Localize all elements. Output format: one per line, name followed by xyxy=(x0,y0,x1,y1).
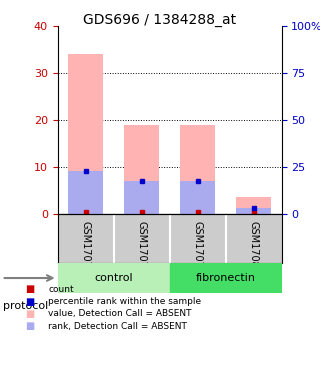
Text: percentile rank within the sample: percentile rank within the sample xyxy=(48,297,201,306)
Bar xyxy=(68,171,103,213)
Bar xyxy=(68,54,103,213)
Bar xyxy=(180,124,215,213)
Text: GSM17080: GSM17080 xyxy=(249,221,259,274)
Text: ■: ■ xyxy=(26,309,35,319)
Text: GSM17078: GSM17078 xyxy=(137,221,147,274)
Bar xyxy=(58,264,170,292)
Text: GSM17079: GSM17079 xyxy=(193,221,203,274)
Text: ■: ■ xyxy=(26,284,35,294)
Text: GSM17077: GSM17077 xyxy=(81,221,91,274)
Bar xyxy=(170,264,282,292)
Text: fibronectin: fibronectin xyxy=(196,273,256,283)
Text: ■: ■ xyxy=(26,297,35,306)
Bar xyxy=(180,181,215,213)
Text: rank, Detection Call = ABSENT: rank, Detection Call = ABSENT xyxy=(48,322,187,331)
Bar xyxy=(124,181,159,213)
Bar xyxy=(236,208,271,213)
Text: count: count xyxy=(48,285,74,294)
Text: protocol: protocol xyxy=(3,301,48,310)
Text: control: control xyxy=(94,273,133,283)
Bar xyxy=(124,124,159,213)
Text: ■: ■ xyxy=(26,321,35,331)
Text: value, Detection Call = ABSENT: value, Detection Call = ABSENT xyxy=(48,309,191,318)
Text: GDS696 / 1384288_at: GDS696 / 1384288_at xyxy=(84,13,236,27)
Bar xyxy=(236,197,271,213)
